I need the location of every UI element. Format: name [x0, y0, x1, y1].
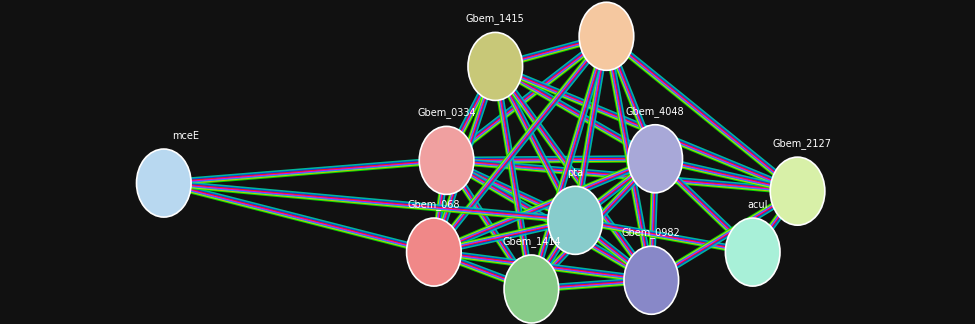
Text: Gbem_1415: Gbem_1415 [466, 13, 525, 24]
Text: pta: pta [567, 168, 583, 178]
Ellipse shape [407, 218, 461, 286]
Ellipse shape [419, 126, 474, 194]
Text: Gbem_2127: Gbem_2127 [773, 138, 832, 149]
Ellipse shape [548, 186, 603, 254]
Ellipse shape [579, 2, 634, 70]
Text: acuI: acuI [747, 200, 768, 210]
Text: Gbem_1414: Gbem_1414 [502, 236, 561, 247]
Ellipse shape [624, 246, 679, 314]
Ellipse shape [770, 157, 825, 225]
Ellipse shape [468, 32, 523, 100]
Ellipse shape [136, 149, 191, 217]
Text: mceE: mceE [172, 131, 199, 141]
Text: Gbem_0982: Gbem_0982 [622, 227, 681, 238]
Text: Gbem_0334: Gbem_0334 [417, 107, 476, 118]
Text: Gbem_068: Gbem_068 [408, 199, 460, 210]
Text: Gbem_4048: Gbem_4048 [626, 106, 684, 117]
Ellipse shape [504, 255, 559, 323]
Ellipse shape [725, 218, 780, 286]
Ellipse shape [628, 125, 682, 193]
